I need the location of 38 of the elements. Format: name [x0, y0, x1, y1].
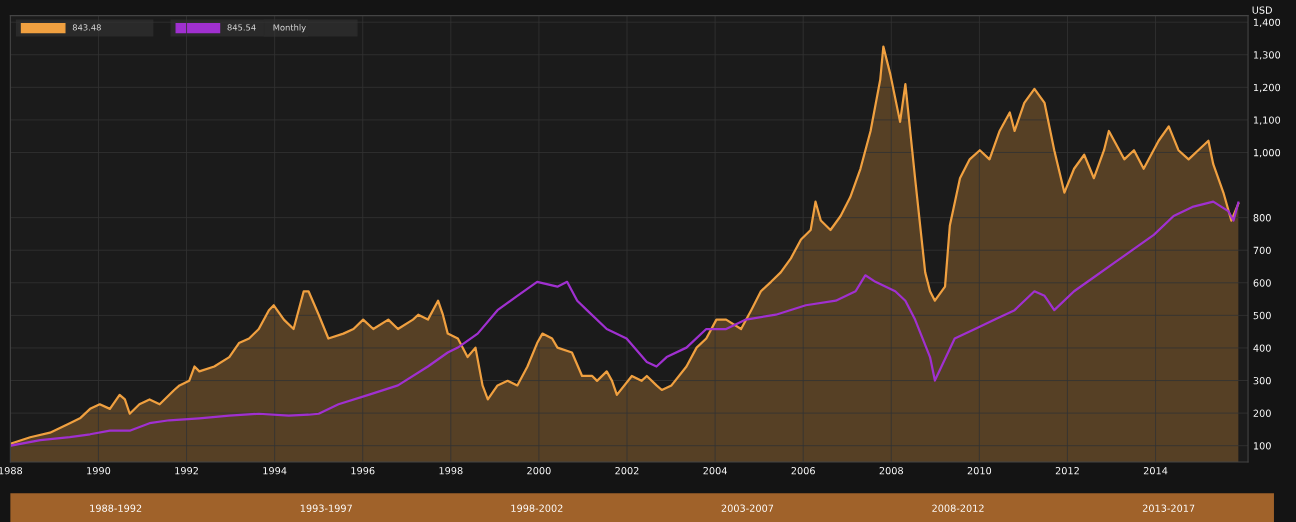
y-tick-label: 1,400 [1253, 18, 1281, 27]
y-tick-label: 1,100 [1253, 116, 1281, 125]
annotation: 843.48 [72, 24, 101, 31]
x-tick-label: 1994 [263, 467, 287, 475]
y-tick-label: 800 [1253, 214, 1271, 222]
y-tick-label: 700 [1253, 246, 1271, 255]
y-tick-label: 500 [1253, 311, 1271, 320]
x-tick-label: 2014 [1143, 467, 1168, 475]
x-tick-label: 2002 [615, 467, 639, 475]
y-tick-label: 400 [1253, 344, 1271, 352]
text: 2003-2007 [721, 504, 774, 512]
y-tick-label: 300 [1253, 377, 1271, 385]
text: 1993-1997 [300, 504, 352, 512]
x-tick-label: 2006 [791, 467, 815, 475]
text: 1988-1992 [90, 504, 142, 512]
line-series [10, 200, 1240, 447]
text: 1998-2002 [511, 504, 563, 512]
annotation: 845.54 [227, 24, 256, 31]
x-tick-label: 1990 [87, 467, 111, 475]
text: 2008-2012 [932, 504, 984, 512]
y-tick-label: 200 [1253, 409, 1271, 417]
annotation: Monthly [273, 24, 306, 33]
x-tick-label: 1992 [175, 467, 198, 475]
y-tick-label: 100 [1253, 442, 1271, 450]
x-tick-label: 2008 [879, 467, 903, 475]
x-tick-label: 1988 [0, 467, 23, 475]
x-tick-label: 2004 [703, 467, 727, 475]
y-tick-label: 1,300 [1253, 51, 1281, 60]
y-tick-label: 1,200 [1253, 83, 1281, 93]
x-tick-label: 1998 [439, 467, 463, 475]
y-axis-title: USD [1252, 6, 1272, 14]
x-tick-label: 2010 [967, 467, 992, 475]
text: 2013-2017 [1142, 504, 1195, 512]
x-tick-label: 2012 [1055, 467, 1079, 475]
y-tick-label: 600 [1253, 279, 1271, 287]
y-tick-label: 1,000 [1253, 148, 1281, 158]
x-tick-label: 1996 [351, 467, 375, 475]
x-tick-label: 2000 [527, 467, 551, 475]
